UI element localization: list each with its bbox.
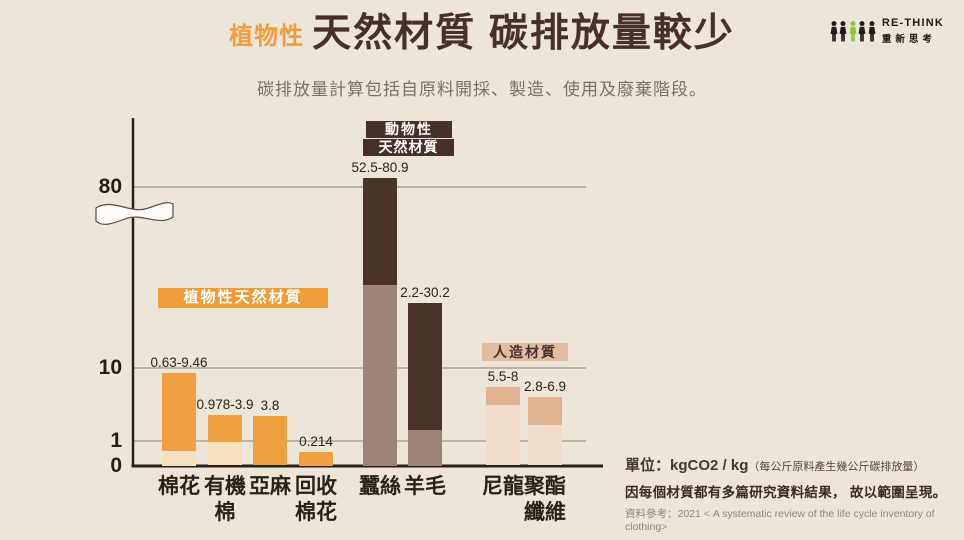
x-axis-label-蠶絲: 蠶絲 <box>359 475 401 498</box>
bar-range-棉花 <box>162 373 196 451</box>
unit-note: 單位：kgCO2 / kg（每公斤原料產生幾公斤碳排放量） <box>625 454 959 475</box>
page-title: 天然材質 碳排放量較少 <box>312 12 735 55</box>
animal-group-badge-line2: 天然材質 <box>363 139 454 156</box>
bar-base-聚酯纖維 <box>528 424 562 466</box>
bar-base-尼龍 <box>486 405 520 466</box>
header-title-row: 植物性 天然材質 碳排放量較少 <box>0 12 964 57</box>
bar-range-羊毛 <box>408 303 442 430</box>
y-tick-label-80: 80 <box>98 175 122 198</box>
bar-range-回收棉花 <box>299 452 333 466</box>
rethink-logo: RE-THINK 重新思考 <box>830 17 944 45</box>
footer-notes: 單位：kgCO2 / kg（每公斤原料產生幾公斤碳排放量） 因每個材質都有多篇研… <box>625 454 959 533</box>
person-icon <box>868 20 876 41</box>
synthetic-group-badge: 人造材質 <box>482 343 568 361</box>
bar-base-蠶絲 <box>363 285 397 466</box>
person-icon <box>839 20 847 41</box>
x-axis-label-回收棉花: 回收 棉花 <box>295 475 337 524</box>
bar-value-label-亞麻: 3.8 <box>260 397 280 413</box>
animal-group-badge-line1: 動物性 <box>366 121 452 138</box>
bar-value-label-聚酯纖維: 2.8-6.9 <box>523 379 567 394</box>
bar-range-尼龍 <box>486 386 520 406</box>
bar-value-label-羊毛: 2.2-30.2 <box>400 285 450 300</box>
y-tick-label-1: 1 <box>110 429 122 452</box>
logo-brand: RE-THINK <box>881 17 944 29</box>
x-axis-label-亞麻: 亞麻 <box>249 475 291 498</box>
y-tick-label-10: 10 <box>98 356 122 379</box>
bar-base-棉花 <box>162 451 196 466</box>
bar-value-label-蠶絲: 52.5-80.9 <box>351 160 409 175</box>
x-axis-label-尼龍: 尼龍 <box>482 475 524 498</box>
axis-break-icon <box>95 202 174 225</box>
logo-people-row <box>830 20 876 43</box>
bar-value-label-回收棉花: 0.214 <box>299 434 333 449</box>
person-icon <box>858 20 866 41</box>
y-tick-label-0: 0 <box>110 453 122 477</box>
bar-base-有機棉 <box>208 441 242 466</box>
bar-value-label-尼龍: 5.5-8 <box>487 368 519 384</box>
bar-range-亞麻 <box>253 415 287 466</box>
bar-range-有機棉 <box>208 415 242 442</box>
bar-base-羊毛 <box>408 430 442 466</box>
x-axis-label-有機棉: 有機 棉 <box>204 475 246 524</box>
person-icon <box>830 20 838 41</box>
range-note: 因每個材質都有多篇研究資料結果， 故以範圍呈現。 <box>625 485 947 500</box>
x-axis-label-羊毛: 羊毛 <box>404 475 446 498</box>
plant-group-badge: 植物性天然材質 <box>158 288 328 308</box>
bar-range-蠶絲 <box>363 178 397 285</box>
bar-range-聚酯纖維 <box>528 397 562 425</box>
logo-brand-zh: 重新思考 <box>881 34 936 45</box>
person-icon-green <box>849 20 857 41</box>
bar-value-label-有機棉: 0.978-3.9 <box>196 397 254 412</box>
title-highlight: 植物性 <box>229 22 305 50</box>
bar-value-label-棉花: 0.63-9.46 <box>150 355 208 371</box>
subtitle: 碳排放量計算包括自原料開採、製造、使用及廢棄階段。 <box>257 80 707 99</box>
unit-label: 單位：kgCO2 / kg <box>625 457 749 474</box>
x-axis-label-棉花: 棉花 <box>158 475 200 498</box>
x-axis-label-聚酯纖維: 聚酯 纖維 <box>524 475 566 524</box>
logo-text: RE-THINK 重新思考 <box>882 17 944 45</box>
unit-explanation: （每公斤原料產生幾公斤碳排放量） <box>748 461 925 473</box>
reference-note: 資料參考：2021 < A systematic review of the l… <box>625 508 935 533</box>
